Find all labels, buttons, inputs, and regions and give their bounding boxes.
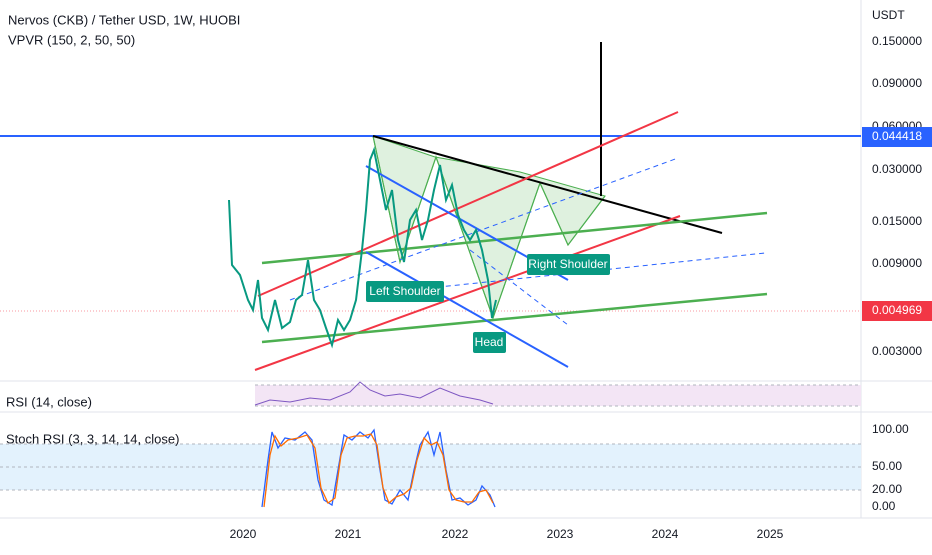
stoch-label: Stoch RSI (3, 3, 14, 14, close) [6,431,179,446]
axis-unit: USDT [872,8,905,22]
rsi-line [254,381,494,406]
stoch-d [263,433,494,508]
axis-label: 50.00 [872,459,902,473]
axis-label: 0.009000 [872,256,922,270]
annotation-box [366,281,444,302]
annotation-box [473,332,506,353]
channel-line [365,251,569,368]
chart-title: Nervos (CKB) / Tether USD, 1W, HUOBI [8,12,240,27]
time-label: 2023 [547,527,574,541]
annotation: Right Shoulder [528,257,607,271]
time-label: 2021 [335,527,362,541]
time-label: 2024 [652,527,679,541]
dashed-line [409,252,766,291]
channel-line [254,215,681,371]
indicator-label: VPVR (150, 2, 50, 50) [8,32,135,47]
annotation: Left Shoulder [369,284,440,298]
last-price: 0.004969 [872,303,922,317]
axis-label: 0.150000 [872,34,922,48]
axis-label: 100.00 [872,422,909,436]
rsi-band [255,385,861,406]
level-marker-box [862,127,932,147]
annotation-box [527,254,610,275]
time-label: 2022 [442,527,469,541]
trend-line [372,135,723,234]
rsi-label: RSI (14, close) [6,394,92,409]
price-path [228,146,497,349]
annotation: Head [475,335,504,349]
axis-label: 0.00 [872,499,896,513]
dashed-line [469,249,569,326]
channel-line [261,211,768,265]
dashed-line [289,157,679,301]
axis-label: 0.003000 [872,344,922,358]
axis-label: 0.015000 [872,214,922,228]
time-label: 2025 [757,527,784,541]
stoch-band [0,444,861,490]
level-marker: 0.044418 [872,129,922,143]
time-label: 2020 [230,527,257,541]
channel-line [257,111,679,297]
axis-label: 0.090000 [872,76,922,90]
channel-line [261,292,768,344]
axis-label: 20.00 [872,482,902,496]
axis-label: 0.030000 [872,162,922,176]
last-price-box [862,301,932,321]
